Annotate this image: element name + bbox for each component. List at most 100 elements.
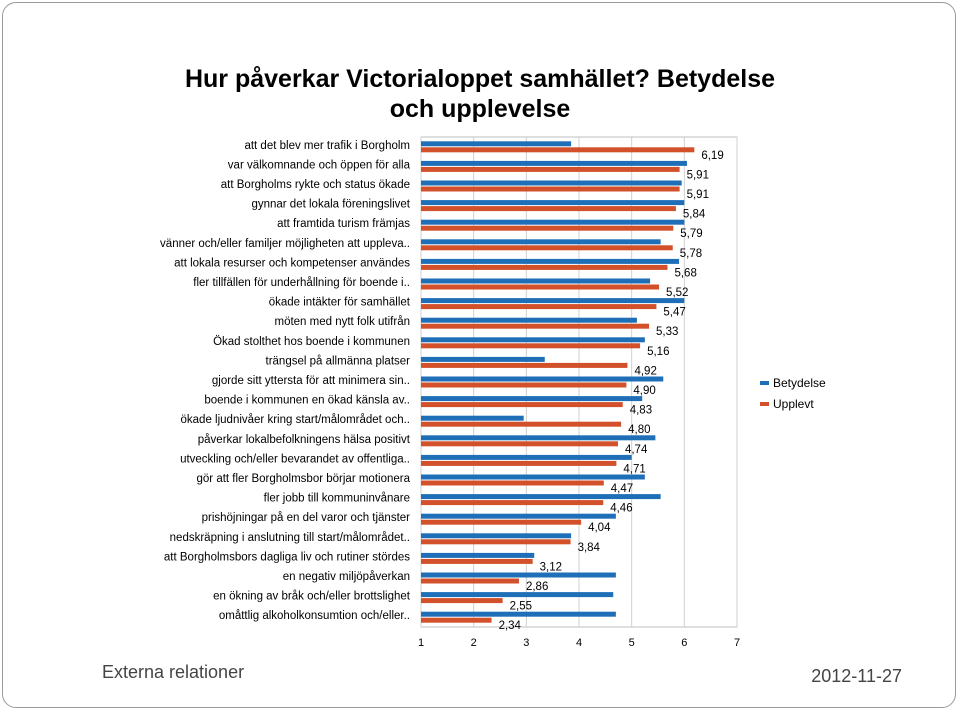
bar-upplevt	[421, 166, 680, 172]
data-label-upplevt: 5,16	[647, 346, 669, 358]
legend-swatch-upplevt	[760, 401, 769, 406]
bar-upplevt	[421, 539, 571, 545]
bar-betydelse	[421, 396, 643, 402]
bar-betydelse	[421, 454, 632, 460]
bar-betydelse	[421, 552, 535, 558]
bar-betydelse	[421, 376, 664, 382]
bar-upplevt	[421, 519, 582, 525]
legend-label-upplevt: Upplevt	[773, 396, 814, 411]
bar-upplevt	[421, 225, 674, 231]
category-label: påverkar lokalbefolkningens hälsa positi…	[198, 434, 411, 446]
bar-betydelse	[421, 356, 545, 362]
category-label: en ökning av bråk och/eller brottslighet	[213, 591, 411, 603]
bar-upplevt	[421, 382, 627, 388]
data-label-upplevt: 5,78	[680, 248, 702, 260]
category-label: gör att fler Borgholmsbor börjar motione…	[197, 473, 411, 485]
category-label: ökade ljudnivåer kring start/målområdet …	[181, 414, 410, 426]
category-label: vänner och/eller familjer möjligheten at…	[160, 238, 410, 250]
data-label-upplevt: 5,33	[656, 326, 678, 338]
category-label: gynnar det lokala föreningslivet	[251, 199, 410, 211]
bar-betydelse	[421, 219, 685, 225]
data-label-upplevt: 2,34	[499, 620, 522, 632]
data-label-upplevt: 3,12	[540, 561, 562, 573]
category-label: boende i kommunen en ökad känsla av..	[204, 395, 410, 407]
footer-date: 2012-11-27	[811, 666, 902, 686]
bar-upplevt	[421, 206, 676, 212]
category-label: trängsel på allmänna platser	[266, 355, 411, 367]
category-label: att Borgholmsbors dagliga liv och rutine…	[164, 551, 410, 563]
bar-upplevt	[421, 284, 660, 290]
bar-upplevt	[421, 147, 695, 153]
bar-upplevt	[421, 402, 623, 408]
bar-betydelse	[421, 278, 651, 284]
x-tick-label: 2	[471, 637, 477, 649]
bar-upplevt	[421, 460, 617, 466]
category-label: omåttlig alkoholkonsumtion och/eller..	[219, 610, 410, 622]
bar-betydelse	[421, 141, 572, 147]
data-label-upplevt: 6,19	[701, 150, 723, 162]
data-label-upplevt: 4,83	[630, 405, 652, 417]
bar-betydelse	[421, 592, 614, 598]
bar-upplevt	[421, 598, 503, 604]
bar-upplevt	[421, 343, 641, 349]
bar-betydelse	[421, 258, 680, 264]
chart-title: Hur påverkar Victorialoppet samhället? B…	[150, 64, 810, 124]
data-label-upplevt: 2,55	[510, 601, 532, 613]
data-label-upplevt: 5,91	[687, 189, 709, 201]
data-label-upplevt: 5,84	[683, 209, 706, 221]
category-label: en negativ miljöpåverkan	[283, 571, 410, 583]
bar-betydelse	[421, 200, 685, 206]
category-label: Ökad stolthet hos boende i kommunen	[213, 336, 410, 348]
bar-upplevt	[421, 578, 519, 584]
category-label: att Borgholms rykte och status ökade	[221, 179, 410, 191]
bar-betydelse	[421, 533, 572, 539]
data-label-upplevt: 4,04	[588, 522, 611, 534]
bar-upplevt	[421, 441, 618, 447]
bar-betydelse	[421, 611, 616, 617]
category-label: prishöjningar på en del varor och tjänst…	[202, 512, 411, 524]
legend-label-betydelse: Betydelse	[773, 375, 826, 390]
bar-betydelse	[421, 180, 682, 186]
data-label-upplevt: 4,90	[633, 385, 655, 397]
category-label: att det blev mer trafik i Borgholm	[244, 140, 410, 152]
data-label-upplevt: 4,80	[628, 424, 650, 436]
bar-betydelse	[421, 435, 656, 441]
bar-upplevt	[421, 480, 604, 486]
category-label: fler tillfällen för underhållning för bo…	[193, 277, 410, 289]
x-tick-label: 7	[734, 637, 740, 649]
category-label: fler jobb till kommuninvånare	[264, 493, 410, 505]
x-tick-label: 3	[523, 637, 529, 649]
bar-betydelse	[421, 415, 524, 421]
bar-betydelse	[421, 337, 645, 343]
bar-upplevt	[421, 186, 680, 192]
bar-upplevt	[421, 362, 628, 368]
bar-upplevt	[421, 558, 533, 564]
bar-upplevt	[421, 500, 604, 506]
data-label-upplevt: 5,47	[663, 307, 685, 319]
data-label-upplevt: 5,68	[674, 267, 696, 279]
data-label-upplevt: 2,86	[526, 581, 548, 593]
bar-betydelse	[421, 474, 645, 480]
data-label-upplevt: 5,52	[666, 287, 688, 299]
bar-upplevt	[421, 264, 668, 270]
data-label-upplevt: 5,79	[680, 228, 702, 240]
category-label: gjorde sitt yttersta för att minimera si…	[212, 375, 410, 387]
bar-betydelse	[421, 494, 661, 500]
data-label-upplevt: 4,92	[634, 365, 656, 377]
bar-upplevt	[421, 323, 650, 329]
x-tick-label: 4	[576, 637, 582, 649]
bar-betydelse	[421, 572, 616, 578]
bar-upplevt	[421, 245, 673, 251]
category-label: att lokala resurser och kompetenser anvä…	[174, 257, 410, 269]
chart-legend: Betydelse Upplevt	[760, 372, 826, 414]
data-label-upplevt: 4,47	[611, 483, 633, 495]
category-label: utveckling och/eller bevarandet av offen…	[180, 453, 410, 465]
chart-title-line1: Hur påverkar Victorialoppet samhället? B…	[184, 65, 776, 93]
bar-betydelse	[421, 160, 687, 166]
data-label-upplevt: 3,84	[578, 542, 601, 554]
category-label: att framtida turism främjas	[277, 218, 410, 230]
bar-upplevt	[421, 304, 657, 310]
data-label-upplevt: 5,91	[687, 169, 709, 181]
bar-betydelse	[421, 513, 616, 519]
